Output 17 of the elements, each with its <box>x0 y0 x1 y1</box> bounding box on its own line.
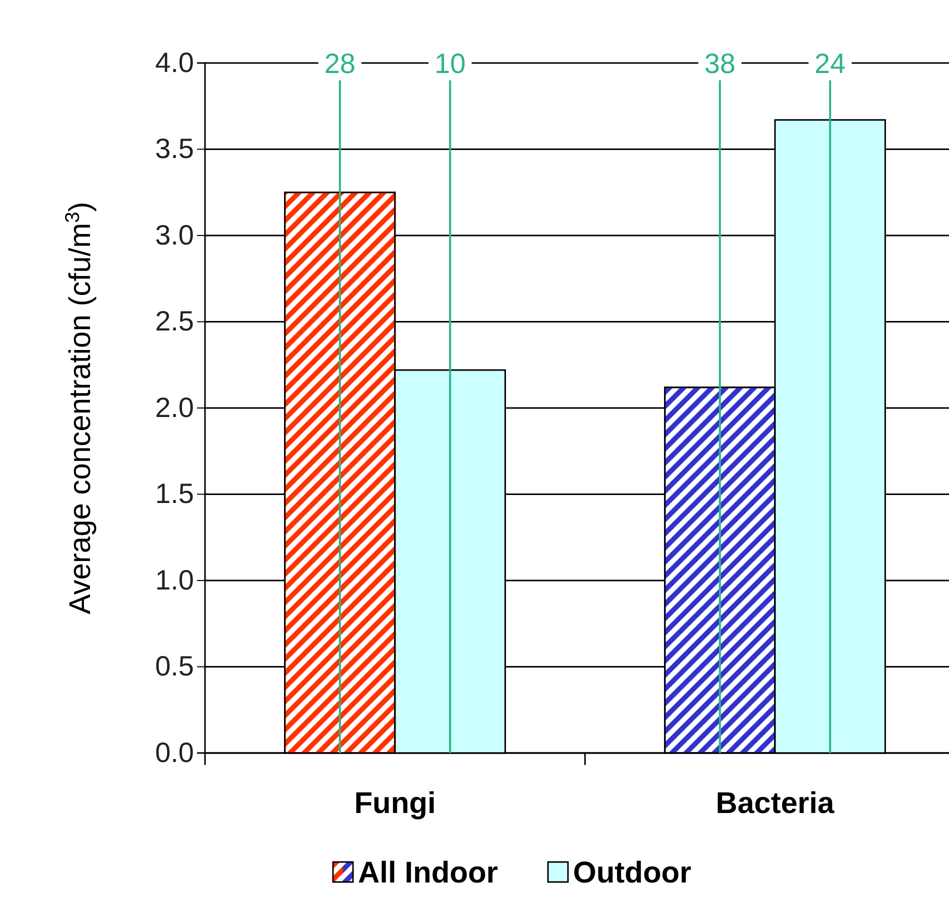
y-tick-label: 0.0 <box>155 736 194 768</box>
y-tick-label: 4.0 <box>155 46 194 78</box>
legend-label: All Indoor <box>358 856 498 890</box>
annotation: 10 <box>434 48 466 79</box>
x-tick-label: Fungi <box>354 787 436 820</box>
annotation: 38 <box>704 48 736 79</box>
annotation: 24 <box>814 48 846 79</box>
annotation: 28 <box>324 48 356 79</box>
y-tick-label: 2.5 <box>155 306 194 337</box>
y-tick-label: 3.5 <box>155 133 194 164</box>
y-tick-label: 2.0 <box>155 392 194 423</box>
x-tick-label: Bacteria <box>716 787 835 820</box>
y-tick-label: 1.5 <box>155 478 194 510</box>
legend-label: Outdoor <box>572 856 692 890</box>
y-tick-label: 0.5 <box>155 650 194 682</box>
y-tick-label: 3.0 <box>155 219 194 250</box>
y-tick-label: 1.0 <box>155 564 194 596</box>
